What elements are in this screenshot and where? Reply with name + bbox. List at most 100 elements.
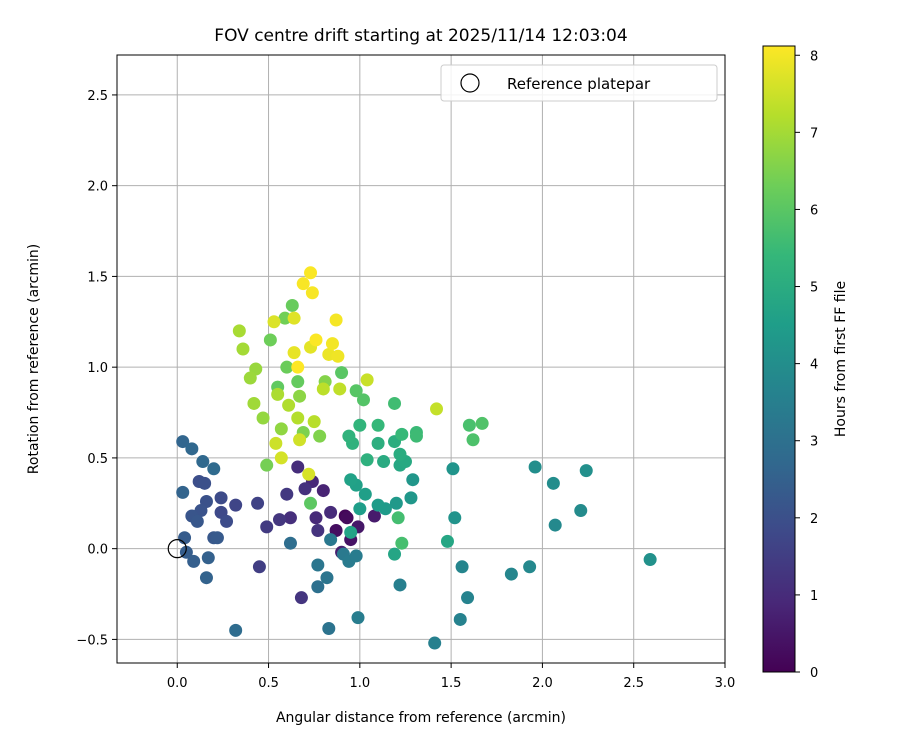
data-point [349,384,363,398]
data-point [311,558,325,572]
data-point [453,612,467,626]
plot-frame [116,54,726,664]
y-axis-ticks: −0.5 0.0 0.5 1.0 1.5 2.0 2.5 [76,89,117,648]
x-tick-label: 2.5 [623,676,644,691]
data-point [333,382,347,396]
data-point [280,360,294,374]
data-point [247,396,261,410]
data-point [210,531,224,545]
data-point [475,416,489,430]
data-point [201,551,215,565]
data-point [430,402,444,416]
data-point [342,429,356,443]
data-point [325,337,339,351]
data-point [309,511,323,525]
data-point [335,366,349,380]
data-point [360,453,374,467]
data-point [448,511,462,525]
data-point [389,496,403,510]
data-point [285,298,299,312]
x-tick-label: 2.0 [532,676,553,691]
data-point [356,393,370,407]
data-point [316,382,330,396]
data-point [446,462,460,476]
data-point [311,524,325,538]
data-point [274,422,288,436]
data-point [406,473,420,487]
y-tick-label: 1.0 [87,361,108,376]
data-point [243,371,257,385]
data-point [309,333,323,347]
data-point [271,387,285,401]
data-point [409,429,423,443]
colorbar-tick-label: 4 [810,358,818,373]
data-point [229,498,243,512]
y-tick-label: 0.0 [87,543,108,558]
data-point [176,485,190,499]
data-point [282,398,296,412]
data-point [320,571,334,585]
data-point [329,313,343,327]
y-axis-label: Rotation from reference (arcmin) [26,244,42,474]
data-point [236,342,250,356]
data-point [331,349,345,363]
data-point [371,418,385,432]
legend-label: Reference platepar [507,75,651,93]
x-axis-label: Angular distance from reference (arcmin) [276,710,566,726]
data-point [523,560,537,574]
colorbar-ticks: 0 1 2 3 4 5 6 7 8 [795,49,818,681]
data-point [302,467,316,481]
data-point [232,324,246,338]
data-point [404,491,418,505]
data-point [256,411,270,425]
data-point [187,554,201,568]
legend-box [440,64,718,102]
data-point [220,514,234,528]
data-point [260,520,274,534]
colorbar-tick-label: 7 [810,126,818,141]
data-point [278,311,292,325]
data-point [305,286,319,300]
data-point [324,505,338,519]
x-tick-label: 3.0 [715,676,736,691]
data-point [313,429,327,443]
colorbar-label: Hours from first FF file [833,281,849,437]
data-point [267,315,281,329]
data-point [304,266,318,280]
data-point [198,476,212,490]
data-point [367,509,381,523]
x-axis-ticks: 0.0 0.5 1.0 1.5 2.0 2.5 3.0 [167,663,735,691]
data-point [298,482,312,496]
y-tick-label: −0.5 [76,633,108,648]
data-point [207,462,221,476]
data-point [504,567,518,581]
data-point [274,451,288,465]
data-point [546,476,560,490]
data-point [462,418,476,432]
data-point [291,460,305,474]
data-point [351,611,365,625]
data-point [291,360,305,374]
data-point [388,396,402,410]
data-point [428,636,442,650]
colorbar-tick-label: 3 [810,435,818,450]
data-point [393,447,407,461]
data-point [395,427,409,441]
legend: Reference platepar [440,64,718,102]
data-point [307,415,321,429]
reference-point [167,539,187,559]
data-point [643,553,657,567]
data-point [283,536,297,550]
data-point [185,442,199,456]
data-point [252,560,266,574]
x-tick-label: 1.5 [441,676,462,691]
data-point [287,311,301,325]
data-point [528,460,542,474]
y-tick-label: 2.5 [87,89,108,104]
data-point [269,436,283,450]
y-tick-label: 1.5 [87,270,108,285]
colorbar-tick-label: 1 [810,589,818,604]
data-point [304,496,318,510]
data-point [349,549,363,563]
data-point [260,458,274,472]
